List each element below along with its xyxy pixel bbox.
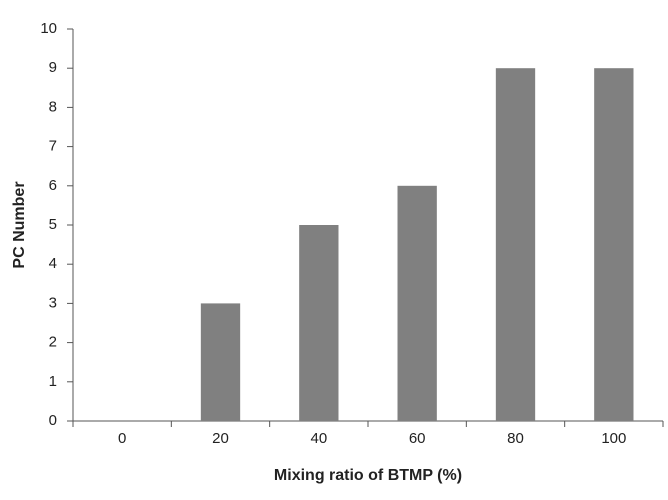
y-tick-label: 7 [49, 138, 57, 155]
y-tick-label: 5 [49, 216, 57, 233]
x-tick-label: 40 [310, 430, 327, 447]
bar [495, 68, 536, 421]
bar [594, 68, 634, 421]
x-tick-label: 100 [601, 430, 626, 447]
bar [397, 185, 437, 421]
y-tick-label: 6 [49, 177, 57, 194]
x-tick-label: 0 [118, 430, 126, 447]
y-axis-title: PC Number [11, 181, 28, 268]
y-tick-label: 3 [49, 294, 57, 311]
x-axis-title: Mixing ratio of BTMP (%) [274, 467, 462, 484]
bar [200, 303, 241, 421]
y-tick-label: 9 [49, 59, 57, 76]
y-tick-label: 1 [49, 373, 57, 390]
y-tick-label: 10 [40, 20, 57, 37]
x-tick-label: 80 [507, 430, 524, 447]
x-tick-label: 20 [212, 430, 229, 447]
y-tick-label: 4 [49, 255, 57, 272]
y-tick-label: 2 [49, 334, 57, 351]
y-tick-label: 8 [49, 98, 57, 115]
x-tick-label: 60 [409, 430, 426, 447]
y-tick-label: 0 [49, 412, 57, 429]
bar [299, 225, 339, 421]
